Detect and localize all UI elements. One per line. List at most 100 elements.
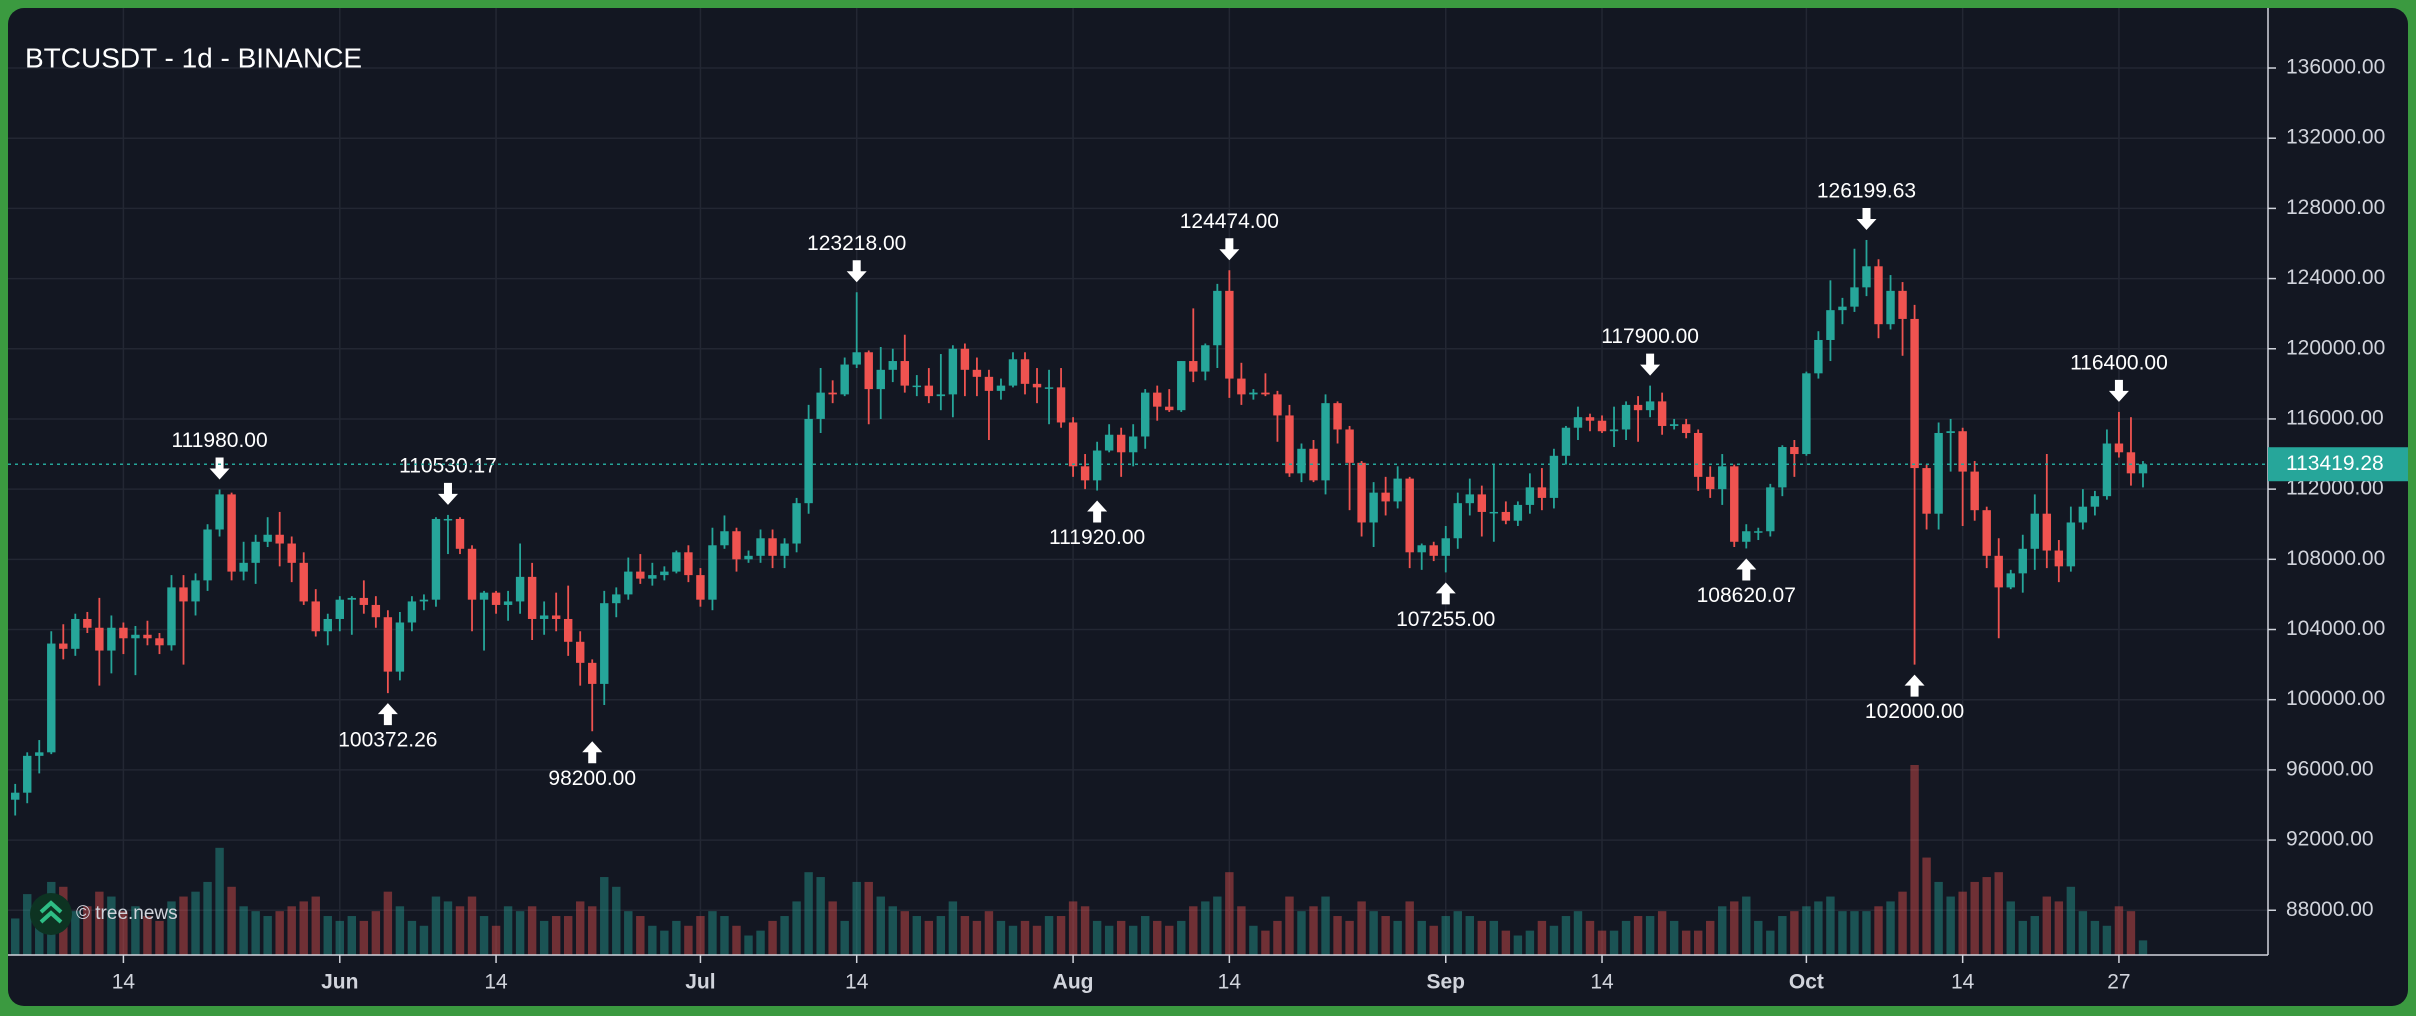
candles	[11, 239, 2148, 816]
candle-body	[1153, 392, 1162, 407]
volume-bar	[1922, 857, 1931, 955]
arrow-down	[846, 260, 867, 283]
arrow-down	[209, 457, 230, 480]
last-price-label: 113419.28	[2286, 452, 2384, 475]
candle-body	[1994, 555, 2003, 588]
x-tick-label: 14	[1218, 971, 1242, 994]
candle-body	[1958, 431, 1967, 472]
volume-bar	[1453, 911, 1462, 955]
volume-bar	[83, 906, 92, 955]
candle-body	[744, 555, 753, 560]
candle-body	[1056, 387, 1066, 423]
high-label: 124474.00	[1180, 210, 1279, 233]
candle-body	[1742, 531, 1751, 542]
candle-body	[479, 592, 489, 600]
volume-bar	[1116, 920, 1126, 955]
volume-bar	[2138, 940, 2148, 955]
x-tick-label: Aug	[1053, 971, 1094, 994]
volume-bar	[107, 896, 116, 955]
volume-bar	[2102, 925, 2112, 955]
volume-bar	[1165, 925, 1174, 955]
volume-bar	[948, 901, 958, 955]
volume-bar	[1561, 916, 1571, 955]
candle-body	[1405, 478, 1414, 553]
volume-bar	[1814, 901, 1823, 955]
grid	[8, 8, 2268, 955]
volume-bar	[1681, 930, 1691, 955]
low-label: 108620.07	[1697, 584, 1796, 607]
volume-bar	[1080, 906, 1090, 955]
candle-body	[648, 575, 657, 579]
candle-body	[1465, 494, 1474, 504]
candle-body	[1032, 383, 1042, 388]
arrow-up	[582, 741, 603, 764]
volume-bar	[371, 911, 381, 955]
candle-body	[383, 617, 393, 672]
volume-bar	[1285, 896, 1294, 955]
volume-bar	[1405, 901, 1414, 955]
candle-body	[1573, 417, 1583, 428]
volume-bar	[588, 906, 597, 955]
candle-body	[1116, 434, 1126, 453]
volume-bar	[852, 881, 861, 955]
candle-body	[227, 494, 236, 572]
y-tick-label: 116000.00	[2286, 406, 2384, 429]
low-label: 98200.00	[548, 767, 636, 790]
arrow-down	[1856, 207, 1877, 230]
volume-bar	[1309, 906, 1318, 955]
volume-bar	[95, 891, 104, 955]
candle-body	[1874, 266, 1883, 325]
candle-body	[636, 571, 645, 579]
volume-bar	[179, 896, 188, 955]
volume-bar	[1189, 906, 1198, 955]
candle-body	[359, 597, 369, 605]
candle-body	[1393, 478, 1402, 502]
candle-body	[1561, 427, 1571, 456]
volume-bar	[359, 920, 369, 955]
volume-bar	[1609, 930, 1619, 955]
candle-body	[395, 622, 405, 672]
volume-bar	[1946, 896, 1955, 955]
candle-body	[1898, 290, 1907, 319]
watermark: © tree.news	[30, 893, 178, 935]
volume-bar	[864, 881, 873, 955]
candle-body	[431, 518, 441, 600]
candle-body	[2114, 443, 2124, 453]
volume-bar	[299, 901, 308, 955]
candle-body	[1525, 487, 1535, 505]
volume-bar	[1633, 916, 1643, 955]
y-tick-label: 88000.00	[2286, 898, 2374, 921]
candle-body	[1273, 394, 1282, 416]
volume-bar	[503, 906, 513, 955]
candle-body	[672, 552, 681, 572]
volume-bar	[1393, 920, 1402, 955]
x-tick-label: 14	[1951, 971, 1975, 994]
volume-bar	[347, 916, 357, 955]
candle-body	[2138, 464, 2148, 474]
candle-body	[299, 562, 308, 602]
volume-bar	[1333, 916, 1342, 955]
candle-body	[1850, 287, 1859, 307]
volume-bar	[251, 911, 260, 955]
candle-body	[1730, 466, 1739, 542]
y-tick-label: 108000.00	[2286, 547, 2385, 570]
candle-body	[1754, 531, 1763, 533]
volume-bar	[996, 920, 1006, 955]
volume-bar	[287, 906, 296, 955]
volume-bar	[2066, 886, 2076, 955]
volume-bar	[1261, 930, 1270, 955]
candle-body	[1778, 447, 1787, 488]
volume-bar	[431, 896, 441, 955]
x-tick-label: Sep	[1426, 971, 1465, 994]
volume-bar	[143, 916, 152, 955]
volume-bar	[1513, 935, 1523, 955]
volume-bar	[203, 881, 212, 955]
candle-body	[756, 538, 765, 556]
candle-body	[1249, 392, 1258, 395]
candle-body	[1681, 424, 1691, 433]
candle-body	[804, 418, 813, 504]
volume-bar	[1573, 911, 1583, 955]
candle-body	[1549, 455, 1559, 498]
volume-bar	[1068, 901, 1078, 955]
